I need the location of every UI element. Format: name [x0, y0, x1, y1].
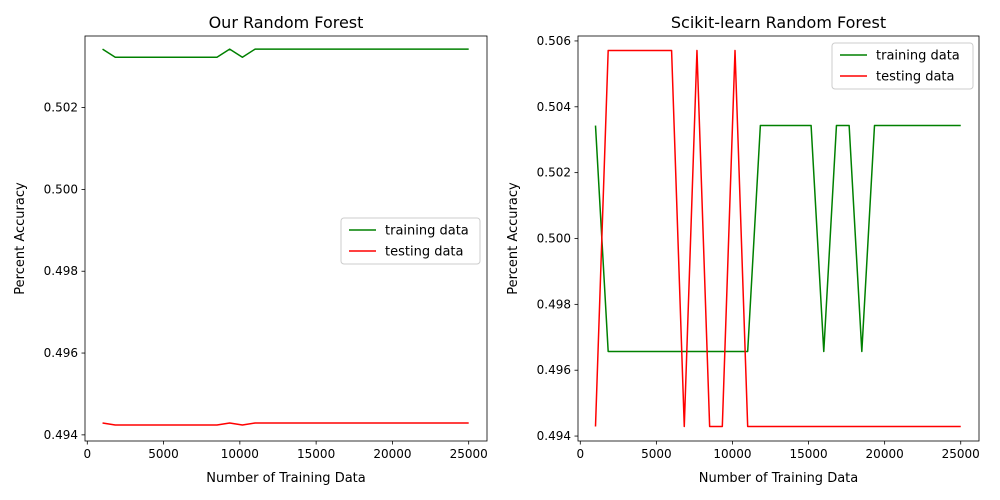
chart-panel-1: 0 5000 10000 15000 20000 25000 0.494 0.496 0.498… [13, 13, 488, 486]
legend-label: testing data [385, 245, 463, 260]
y-tick-label: 0.504 [537, 100, 571, 114]
legend: training data testing data [831, 42, 974, 90]
y-tick-label: 0.498 [537, 297, 571, 311]
x-tick-label: 20000 [866, 447, 904, 461]
x-tick-label: 25000 [450, 447, 488, 461]
series-line-training-data [594, 124, 961, 353]
x-tick-label: 10000 [713, 447, 751, 461]
y-tick-label: 0.500 [537, 232, 571, 246]
x-tick-label: 5000 [148, 447, 179, 461]
x-axis-label: Number of Training Data [699, 471, 859, 486]
y-axis-label: Percent Accuracy [13, 182, 28, 295]
x-tick-label: 0 [576, 447, 584, 461]
plot-frame [84, 35, 488, 442]
series-line-training-data [102, 48, 469, 59]
y-tick-label: 0.506 [537, 34, 571, 48]
legend-box [831, 42, 974, 90]
chart-panel-2: 0 5000 10000 15000 20000 25000 0.494 0.496 0.498… [506, 13, 980, 486]
chart-title: Scikit-learn Random Forest [671, 13, 886, 32]
x-tick-label: 15000 [297, 447, 335, 461]
legend-label: testing data [876, 70, 954, 85]
x-tick-label: 5000 [641, 447, 672, 461]
series-line-testing-data [594, 49, 961, 428]
legend-label: training data [876, 49, 960, 64]
x-axis-label: Number of Training Data [206, 471, 366, 486]
x-tick-label: 0 [83, 447, 91, 461]
y-tick-label: 0.494 [44, 428, 78, 442]
x-tick-label: 25000 [942, 447, 980, 461]
x-tick-label: 15000 [789, 447, 827, 461]
y-tick-label: 0.498 [44, 264, 78, 278]
chart-title: Our Random Forest [209, 13, 364, 32]
y-tick-label: 0.496 [537, 363, 571, 377]
y-tick-label: 0.502 [44, 101, 78, 115]
legend: training data testing data [340, 217, 481, 265]
legend-label: training data [385, 224, 469, 239]
y-tick-label: 0.496 [44, 346, 78, 360]
y-tick-label: 0.502 [537, 166, 571, 180]
y-tick-label: 0.494 [537, 429, 571, 443]
y-tick-label: 0.500 [44, 182, 78, 196]
x-tick-label: 10000 [221, 447, 259, 461]
y-axis-label: Percent Accuracy [506, 182, 521, 295]
series-line-testing-data [102, 422, 469, 426]
x-tick-label: 20000 [373, 447, 411, 461]
